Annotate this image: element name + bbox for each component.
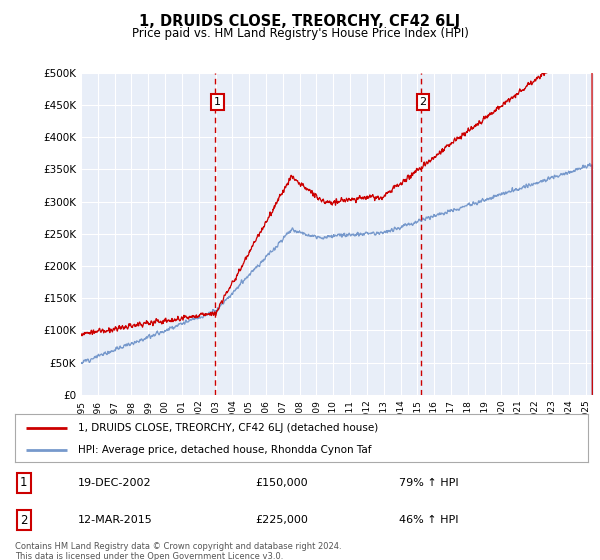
Text: £225,000: £225,000 xyxy=(256,515,308,525)
Text: 79% ↑ HPI: 79% ↑ HPI xyxy=(399,478,458,488)
Text: 2: 2 xyxy=(419,97,427,107)
Text: 1, DRUIDS CLOSE, TREORCHY, CF42 6LJ (detached house): 1, DRUIDS CLOSE, TREORCHY, CF42 6LJ (det… xyxy=(78,423,378,433)
Text: 46% ↑ HPI: 46% ↑ HPI xyxy=(399,515,458,525)
Text: Contains HM Land Registry data © Crown copyright and database right 2024.
This d: Contains HM Land Registry data © Crown c… xyxy=(15,542,341,560)
Text: Price paid vs. HM Land Registry's House Price Index (HPI): Price paid vs. HM Land Registry's House … xyxy=(131,27,469,40)
Text: 12-MAR-2015: 12-MAR-2015 xyxy=(78,515,153,525)
Text: 2: 2 xyxy=(20,514,28,526)
Text: £150,000: £150,000 xyxy=(256,478,308,488)
Text: 1: 1 xyxy=(214,97,221,107)
Text: 19-DEC-2002: 19-DEC-2002 xyxy=(78,478,152,488)
Text: HPI: Average price, detached house, Rhondda Cynon Taf: HPI: Average price, detached house, Rhon… xyxy=(78,445,371,455)
Text: 1, DRUIDS CLOSE, TREORCHY, CF42 6LJ: 1, DRUIDS CLOSE, TREORCHY, CF42 6LJ xyxy=(139,14,461,29)
Text: 1: 1 xyxy=(20,477,28,489)
